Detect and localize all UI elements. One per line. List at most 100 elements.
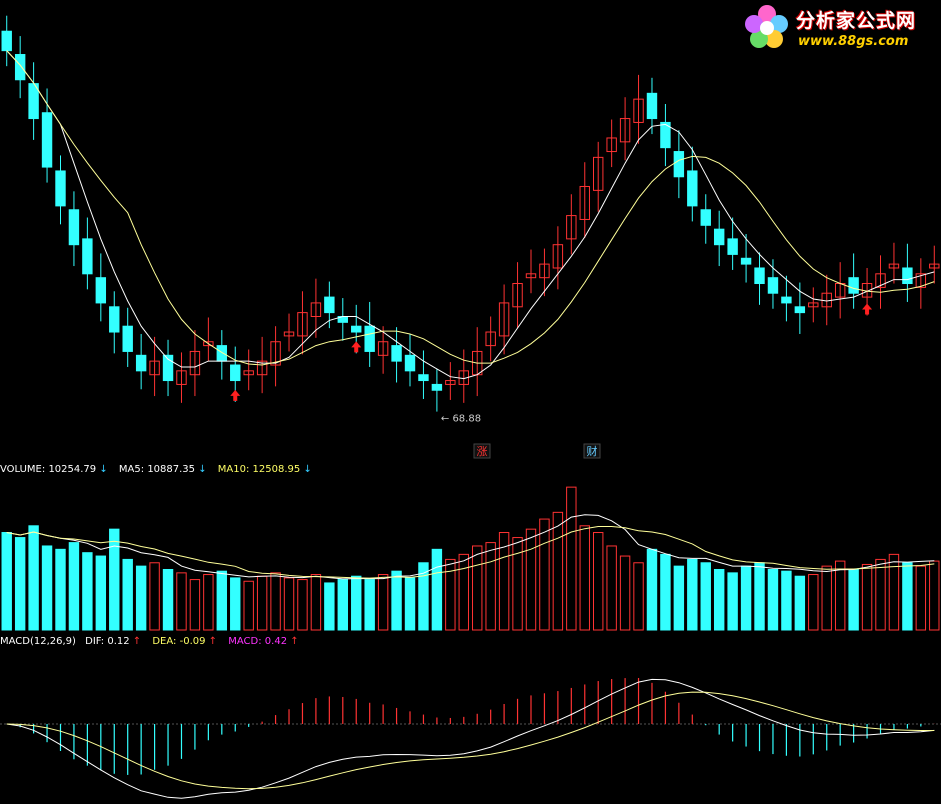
candle	[431, 383, 443, 391]
event-tag-rise-box	[473, 443, 491, 459]
candle	[230, 364, 241, 382]
flower-logo-icon	[745, 5, 788, 48]
volume-bar	[861, 563, 873, 631]
volume-bar	[754, 562, 765, 631]
volume-bar	[915, 565, 927, 631]
candle	[902, 267, 913, 285]
candle	[713, 228, 725, 246]
candle	[646, 92, 658, 120]
candle	[754, 267, 765, 285]
candle	[135, 354, 147, 372]
logo-title: 分析家公式网	[796, 10, 917, 32]
volume-bar	[619, 555, 631, 631]
candle	[593, 156, 604, 191]
volume-bar	[606, 545, 617, 631]
candle	[391, 345, 402, 362]
candle	[566, 215, 577, 240]
dea-label: DEA:	[152, 636, 176, 647]
signal-up-arrow-icon	[351, 341, 362, 353]
low-price-marker: ← 68.88	[441, 414, 481, 425]
candle	[377, 341, 389, 356]
volume-bar	[203, 574, 214, 631]
candle	[122, 325, 133, 352]
candle	[68, 209, 80, 246]
volume-bar	[525, 528, 537, 631]
volume-bar	[445, 558, 456, 631]
candle	[848, 277, 859, 294]
dif-arrow-icon: ↑	[133, 636, 141, 647]
volume-bar	[713, 568, 725, 631]
volume-bar	[149, 562, 160, 631]
signal-up-arrow-icon	[230, 389, 241, 401]
volume-bar	[391, 570, 402, 631]
volume-bar	[404, 577, 416, 631]
volume-bar	[660, 553, 671, 631]
candle	[579, 185, 590, 220]
candle	[351, 325, 362, 333]
candle	[700, 209, 711, 226]
volume-bar	[68, 542, 80, 631]
volume-bar	[566, 486, 577, 631]
volume-bar	[1, 532, 12, 631]
candle	[727, 238, 738, 255]
candle	[95, 277, 107, 304]
candle	[82, 238, 93, 275]
volume-bar	[418, 562, 429, 631]
volume-panel: VOLUME: 10254.79 ↓ MA5: 10887.35 ↓ MA10:…	[0, 464, 940, 631]
candle	[606, 137, 617, 153]
candle	[270, 341, 281, 366]
volume-bar	[646, 548, 658, 631]
candle	[660, 121, 671, 149]
volume-bar	[834, 560, 846, 631]
candle	[633, 98, 644, 123]
volume-bar	[122, 558, 133, 631]
dea-arrow-icon: ↑	[209, 636, 217, 647]
candle	[310, 302, 322, 318]
ma5-value: 10887.35	[147, 464, 195, 475]
volume-bar	[593, 532, 604, 631]
candle	[888, 263, 900, 269]
volume-bar	[189, 579, 201, 631]
volume-bar	[485, 542, 496, 631]
volume-bar	[256, 575, 268, 631]
volume-bar	[431, 548, 443, 631]
candle	[14, 54, 26, 81]
candle	[418, 374, 429, 382]
volume-bar	[230, 577, 241, 631]
candle	[687, 170, 698, 207]
candle	[149, 360, 160, 376]
volume-bar	[28, 525, 39, 631]
price-ma10-line	[6, 50, 935, 366]
volume-value: 10254.79	[48, 464, 96, 475]
volume-bar	[377, 574, 389, 631]
candle	[324, 296, 335, 314]
volume-bar	[512, 537, 523, 631]
volume-bar	[135, 565, 147, 631]
volume-bar	[539, 518, 550, 631]
candle	[525, 273, 537, 279]
volume-bar	[902, 562, 913, 631]
volume-ma10-line	[6, 526, 935, 579]
volume-bar	[95, 555, 107, 631]
volume-bar	[364, 579, 375, 631]
logo-url: www.88gs.com	[798, 34, 909, 49]
candle	[498, 302, 510, 337]
candle	[297, 312, 308, 337]
candle	[404, 354, 416, 372]
volume-bar	[55, 548, 66, 631]
event-tag-finance: 财	[587, 444, 598, 458]
macd-arrow-icon: ↑	[290, 636, 298, 647]
candle	[109, 306, 120, 333]
volume-bar	[472, 545, 483, 631]
candle	[1, 30, 12, 52]
macd-value: 0.42	[265, 636, 287, 647]
candle	[364, 325, 375, 352]
candle	[485, 331, 496, 347]
ma5-arrow-icon: ↓	[198, 464, 206, 475]
candle	[216, 345, 228, 362]
candle	[512, 283, 523, 308]
candle	[794, 306, 806, 314]
volume-bar	[337, 579, 348, 631]
volume-label: VOLUME:	[0, 464, 45, 475]
dif-line	[6, 678, 935, 799]
